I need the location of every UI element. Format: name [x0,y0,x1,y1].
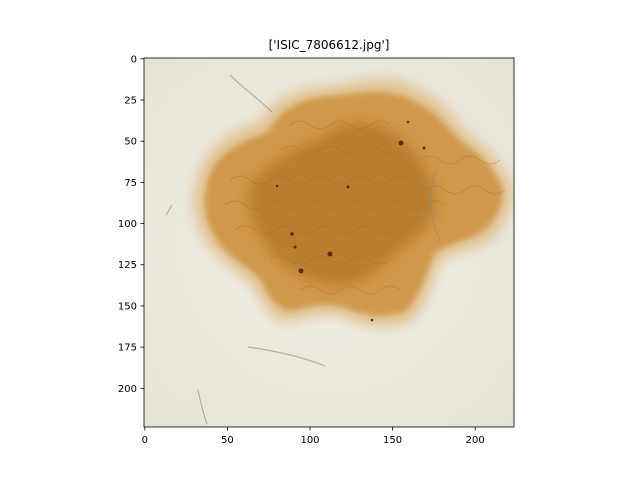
y-tick-label: 175 [118,343,137,354]
x-tick-label: 150 [383,435,402,446]
y-tick-label: 25 [124,96,137,107]
lesion-core [248,122,436,286]
x-tick-label: 200 [466,435,485,446]
lesion-image [144,58,514,427]
y-tick-label: 125 [118,260,137,271]
y-tick-label: 100 [118,219,137,230]
x-tick-label: 50 [221,435,234,446]
axes-frame [143,57,515,428]
x-tick-label: 0 [142,435,148,446]
pigment-dots [275,120,426,322]
y-tick-label: 0 [131,54,137,65]
chart-title: ['ISIC_7806612.jpg'] [269,38,390,52]
x-tick-label: 100 [300,435,319,446]
y-axis-ticks: 0 25 50 75 100 125 150 175 200 [118,54,144,395]
y-tick-label: 50 [124,137,137,148]
y-tick-label: 150 [118,301,137,312]
y-tick-label: 200 [118,384,137,395]
hair-strands [165,74,441,425]
x-axis-ticks: 0 50 100 150 200 [142,427,485,446]
y-tick-label: 75 [124,178,137,189]
pigment-network [224,120,506,295]
